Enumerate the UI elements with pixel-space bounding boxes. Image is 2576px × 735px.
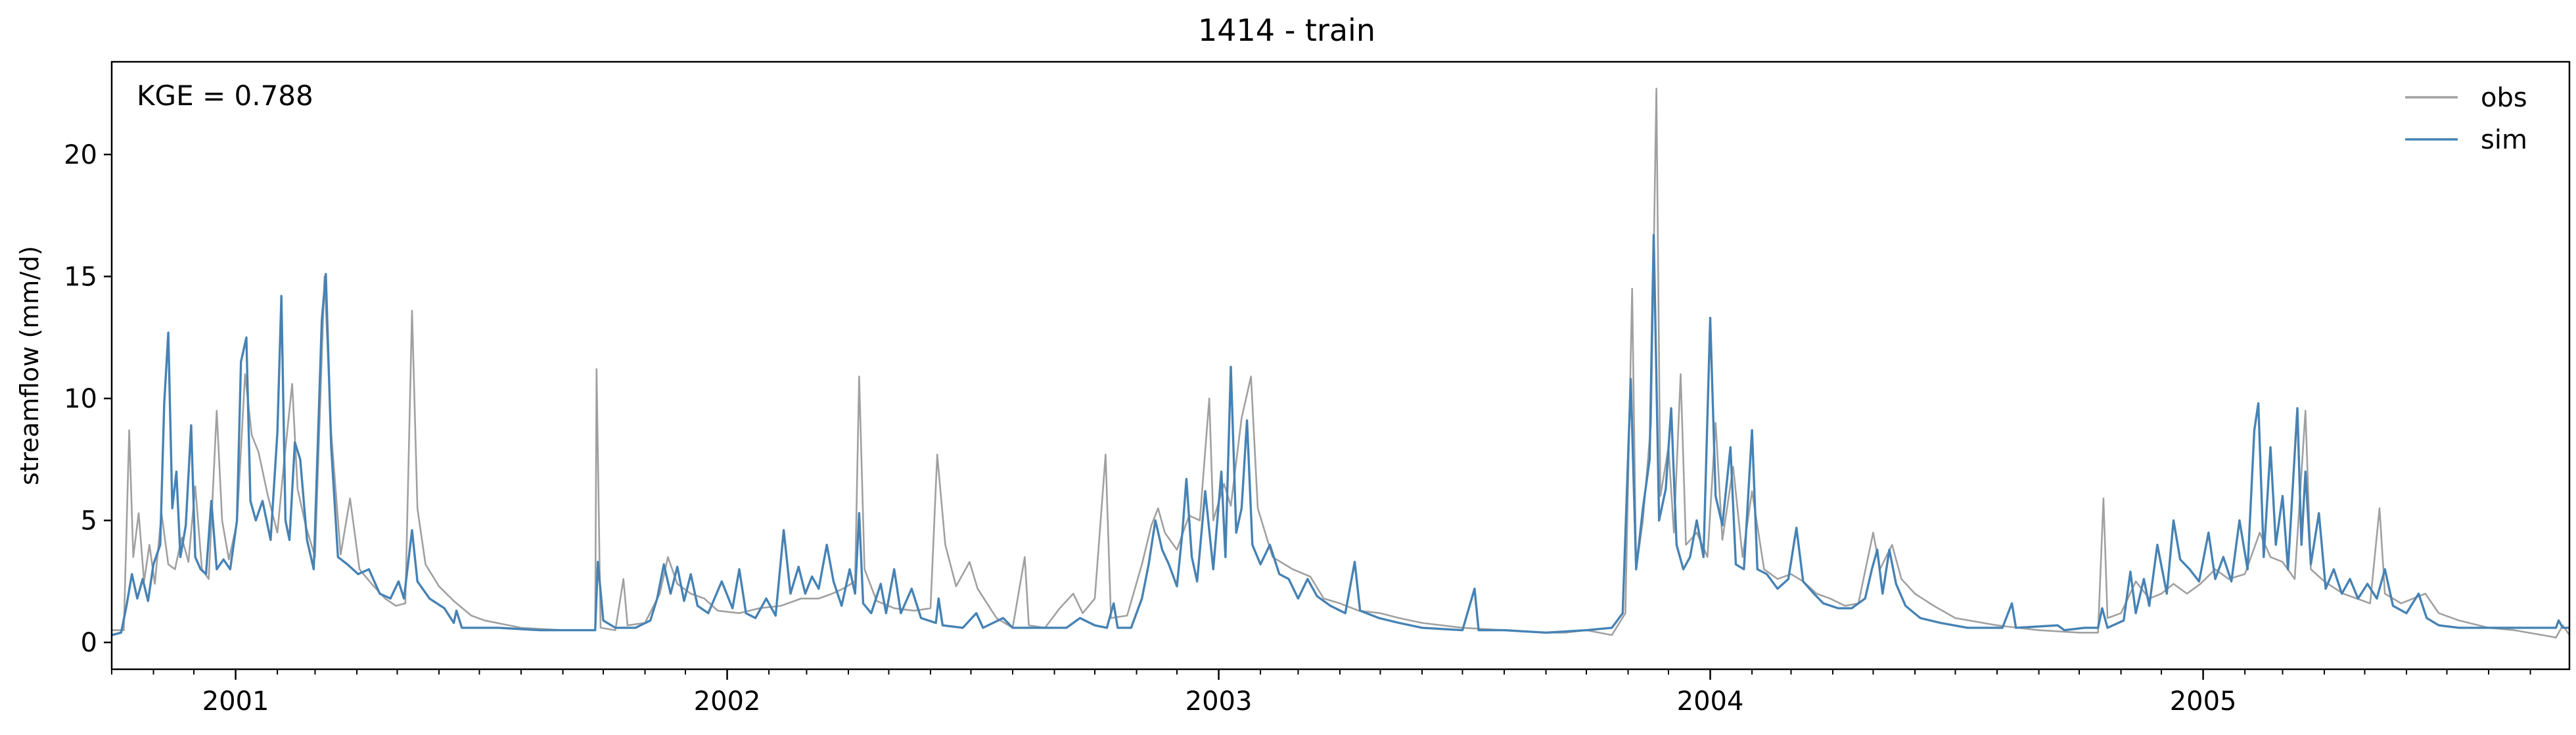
x-tick-label: 2003 xyxy=(1185,686,1253,717)
legend: obs sim xyxy=(2405,83,2527,155)
chart-title: 1414 - train xyxy=(1198,12,1375,48)
x-tick-label: 2005 xyxy=(2170,686,2237,717)
plot-area xyxy=(111,87,2571,639)
y-tick-label: 0 xyxy=(81,628,97,658)
legend-label-sim: sim xyxy=(2481,125,2527,155)
legend-label-obs: obs xyxy=(2481,83,2527,113)
y-tick-label: 5 xyxy=(81,506,97,536)
y-tick-label: 15 xyxy=(64,262,97,293)
kge-annotation: KGE = 0.788 xyxy=(137,80,313,112)
x-tick-label: 2002 xyxy=(694,686,761,717)
y-axis-title: streamflow (mm/d) xyxy=(15,246,44,485)
series-line-obs xyxy=(112,87,2571,639)
axes: 0 5 10 15 20 2001 2002 2003 2004 2005 xyxy=(64,140,2531,717)
x-tick-label: 2004 xyxy=(1677,686,1744,717)
y-tick-label: 20 xyxy=(64,140,97,170)
plot-frame xyxy=(110,60,2571,671)
series-line-sim xyxy=(111,233,2569,636)
y-tick-label: 10 xyxy=(64,384,97,414)
x-tick-label: 2001 xyxy=(202,686,269,717)
